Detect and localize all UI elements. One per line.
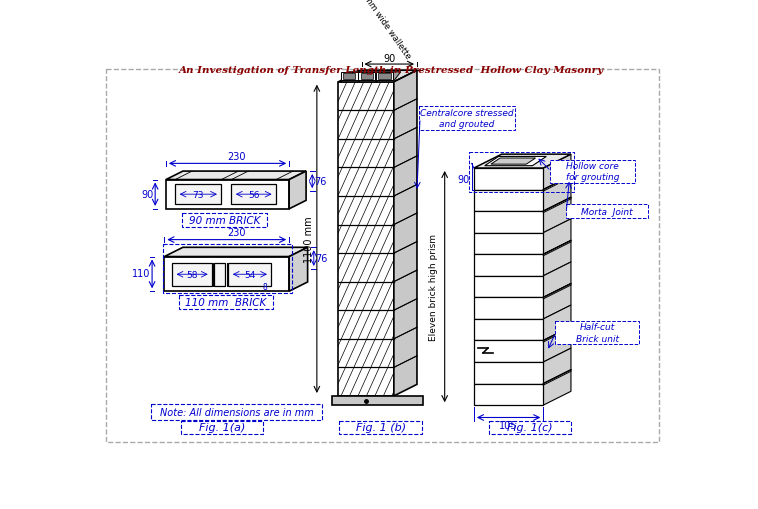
Polygon shape (164, 248, 308, 257)
Polygon shape (338, 82, 394, 396)
Bar (231, 185, 276, 205)
Text: Hollow core
for grouting: Hollow core for grouting (565, 161, 619, 182)
Polygon shape (474, 341, 543, 362)
Text: 73: 73 (193, 190, 204, 200)
FancyBboxPatch shape (550, 160, 635, 183)
Polygon shape (289, 248, 308, 292)
Text: Note: All dimensions are in mm: Note: All dimensions are in mm (160, 407, 314, 417)
FancyBboxPatch shape (179, 295, 273, 309)
Text: 600 mm wide wallette: 600 mm wide wallette (352, 0, 412, 60)
FancyBboxPatch shape (182, 213, 267, 227)
FancyBboxPatch shape (339, 421, 421, 434)
Text: 8: 8 (262, 282, 267, 292)
Text: 110: 110 (132, 269, 151, 279)
Polygon shape (543, 219, 571, 254)
Polygon shape (332, 396, 423, 405)
Text: 230: 230 (227, 152, 246, 162)
Polygon shape (474, 155, 571, 168)
Polygon shape (543, 305, 571, 341)
Bar (343, 74, 356, 79)
Text: An Investigation of Transfer Length in Prestressed  Hollow Clay Masonry: An Investigation of Transfer Length in P… (179, 66, 604, 75)
Polygon shape (474, 168, 543, 190)
Polygon shape (543, 198, 571, 233)
FancyBboxPatch shape (419, 106, 515, 131)
Polygon shape (474, 212, 543, 233)
Polygon shape (341, 73, 365, 82)
Text: 105: 105 (500, 420, 518, 430)
Bar (359, 73, 375, 81)
Polygon shape (484, 157, 547, 166)
Polygon shape (543, 370, 571, 405)
Polygon shape (376, 73, 401, 82)
Polygon shape (359, 73, 383, 82)
Text: 90: 90 (458, 175, 470, 184)
Text: 56: 56 (248, 190, 259, 200)
Text: Fig. 1 (b): Fig. 1 (b) (356, 422, 406, 433)
Bar (228, 263, 271, 286)
Text: 90: 90 (383, 53, 396, 64)
Text: Half-cut
Brick unit: Half-cut Brick unit (575, 323, 619, 344)
Polygon shape (491, 159, 536, 165)
Bar (361, 74, 373, 79)
Polygon shape (166, 180, 289, 209)
Polygon shape (543, 284, 571, 319)
Polygon shape (474, 298, 543, 319)
Polygon shape (289, 172, 306, 209)
FancyBboxPatch shape (180, 421, 263, 434)
Bar (172, 263, 212, 286)
FancyBboxPatch shape (555, 322, 640, 345)
Text: 90: 90 (142, 190, 154, 200)
Bar (376, 73, 393, 81)
Bar (175, 185, 221, 205)
Text: 76: 76 (315, 253, 327, 264)
Polygon shape (166, 172, 306, 180)
Text: Fig. 1(a): Fig. 1(a) (199, 422, 246, 433)
Polygon shape (474, 384, 543, 405)
Text: 58: 58 (186, 270, 198, 279)
Polygon shape (474, 276, 543, 298)
Polygon shape (394, 71, 417, 396)
Text: Eleven brick high prism: Eleven brick high prism (429, 234, 438, 341)
Polygon shape (543, 176, 571, 212)
Polygon shape (474, 362, 543, 384)
Polygon shape (474, 254, 543, 276)
Polygon shape (543, 327, 571, 362)
FancyBboxPatch shape (565, 205, 648, 219)
Polygon shape (474, 190, 543, 212)
Bar (341, 73, 358, 81)
Text: Fig. 1(c): Fig. 1(c) (507, 422, 553, 433)
Bar (215, 263, 225, 286)
Text: 76: 76 (314, 177, 326, 187)
Polygon shape (543, 155, 571, 190)
Text: Morta  Joint: Morta Joint (581, 207, 632, 216)
Polygon shape (164, 257, 289, 292)
Text: 90 mm BRICK: 90 mm BRICK (189, 215, 260, 225)
Polygon shape (543, 241, 571, 276)
Bar (378, 74, 391, 79)
FancyBboxPatch shape (152, 405, 322, 420)
Polygon shape (543, 263, 571, 298)
Text: 1100 mm: 1100 mm (304, 216, 314, 263)
Text: 110 mm  BRICK: 110 mm BRICK (186, 297, 267, 307)
Polygon shape (474, 319, 543, 341)
Text: Centralcore stressed
and grouted: Centralcore stressed and grouted (420, 108, 514, 129)
Text: 54: 54 (244, 270, 255, 279)
FancyBboxPatch shape (489, 421, 571, 434)
Polygon shape (474, 233, 543, 254)
Text: 230: 230 (227, 228, 246, 238)
Polygon shape (543, 349, 571, 384)
Polygon shape (338, 71, 417, 82)
